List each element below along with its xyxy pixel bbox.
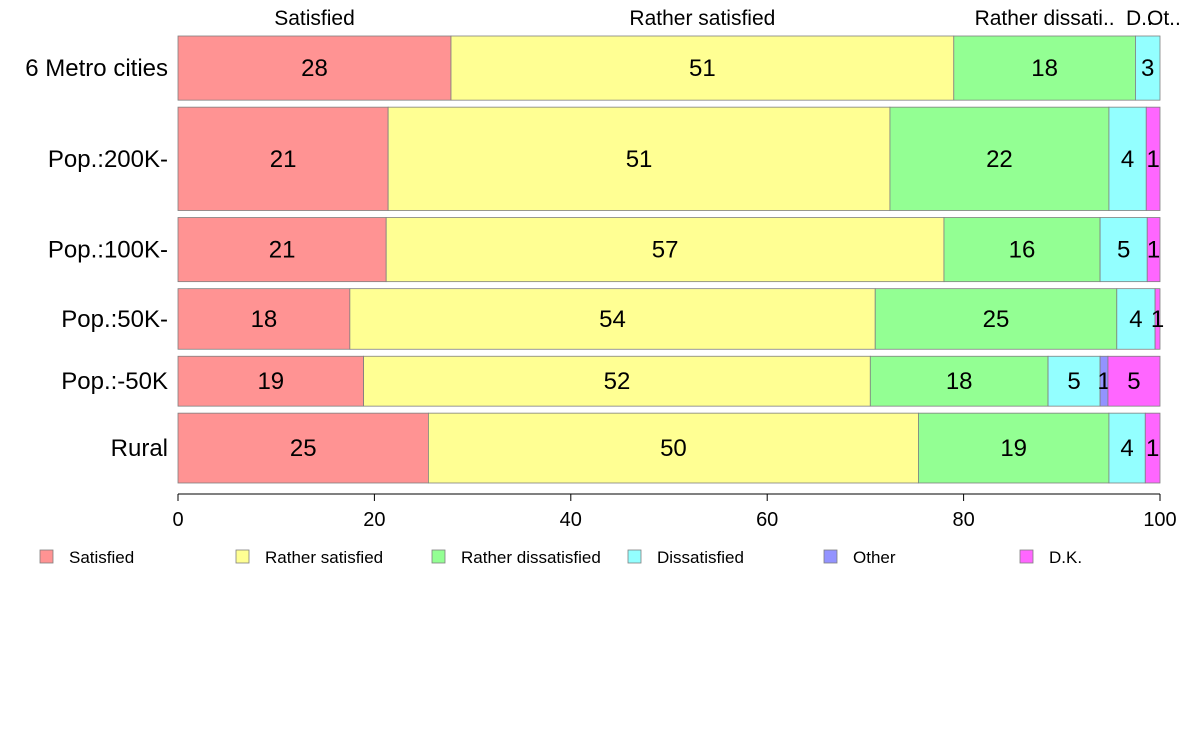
data-label: 21 xyxy=(269,237,296,264)
bar-segment xyxy=(385,217,945,283)
category-label: Rural xyxy=(111,435,168,462)
x-tick-label: 80 xyxy=(952,509,974,531)
data-label: 5 xyxy=(1127,368,1140,395)
top-segment-label: Ot.. xyxy=(1147,7,1181,30)
data-label: 19 xyxy=(1000,435,1027,462)
data-label: 25 xyxy=(983,306,1010,333)
data-label: 54 xyxy=(599,306,626,333)
data-label: 18 xyxy=(251,306,278,333)
data-label: 1 xyxy=(1146,146,1159,173)
legend-swatch xyxy=(1019,549,1034,564)
bar-segment xyxy=(1145,106,1161,211)
data-label: 4 xyxy=(1129,306,1142,333)
legend-label: Rather satisfied xyxy=(265,548,383,567)
data-label: 5 xyxy=(1067,368,1080,395)
x-tick-label: 0 xyxy=(172,509,183,531)
category-label: Pop.:200K- xyxy=(48,146,168,173)
top-segment-label: D.. xyxy=(1126,7,1153,30)
top-segment-label: Rather dissati.. xyxy=(975,7,1115,30)
bar-segment xyxy=(953,35,1136,101)
data-label: 1 xyxy=(1147,237,1160,264)
bar-segment xyxy=(177,355,364,407)
top-segment-label: Satisfied xyxy=(274,7,355,30)
legend-label: Other xyxy=(853,548,896,567)
x-tick-label: 20 xyxy=(363,509,385,531)
legend-swatch xyxy=(823,549,838,564)
data-label: 50 xyxy=(660,435,687,462)
data-label: 18 xyxy=(1031,55,1058,82)
bar-segment xyxy=(1107,355,1161,407)
bar-segment xyxy=(889,106,1110,211)
data-label: 16 xyxy=(1009,237,1036,264)
data-label: 5 xyxy=(1117,237,1130,264)
bar-segment xyxy=(450,35,955,101)
bar-segment xyxy=(943,217,1101,283)
data-label: 19 xyxy=(257,368,284,395)
data-label: 1 xyxy=(1151,306,1164,333)
top-segment-label: Rather satisfied xyxy=(629,7,775,30)
legend-label: Dissatisfied xyxy=(657,548,744,567)
legend-label: Rather dissatisfied xyxy=(461,548,601,567)
bar-segment xyxy=(428,412,919,484)
category-label: Pop.:-50K xyxy=(61,368,168,395)
legend-swatch xyxy=(235,549,250,564)
bar-segment xyxy=(918,412,1110,484)
data-label: 57 xyxy=(652,237,679,264)
bar-segment xyxy=(177,106,389,211)
category-label: Pop.:50K- xyxy=(61,306,168,333)
bar-segment xyxy=(349,288,876,350)
bar-segment xyxy=(177,217,387,283)
bar-segment xyxy=(869,355,1049,407)
legend-swatch xyxy=(39,549,54,564)
data-label: 1 xyxy=(1097,368,1110,395)
data-label: 52 xyxy=(604,368,631,395)
x-tick-label: 40 xyxy=(560,509,582,531)
data-label: 51 xyxy=(689,55,716,82)
bar-segment xyxy=(1146,217,1161,283)
bar-segment xyxy=(1135,35,1161,101)
data-label: 18 xyxy=(946,368,973,395)
bar-segment xyxy=(363,355,871,407)
data-label: 25 xyxy=(290,435,317,462)
data-label: 3 xyxy=(1141,55,1154,82)
data-label: 21 xyxy=(270,146,297,173)
x-tick-label: 100 xyxy=(1143,509,1176,531)
legend-label: D.K. xyxy=(1049,548,1082,567)
legend-swatch xyxy=(627,549,642,564)
data-label: 28 xyxy=(301,55,328,82)
bar-segment xyxy=(1144,412,1161,484)
bar-segment xyxy=(177,412,429,484)
category-label: 6 Metro cities xyxy=(25,55,168,82)
legend-swatch xyxy=(431,549,446,564)
legend-label: Satisfied xyxy=(69,548,134,567)
data-label: 4 xyxy=(1121,146,1134,173)
data-label: 22 xyxy=(986,146,1013,173)
bar-segment xyxy=(1154,288,1161,350)
bar-segment xyxy=(1108,106,1147,211)
category-label: Pop.:100K- xyxy=(48,237,168,264)
bar-segment xyxy=(177,288,351,350)
data-label: 4 xyxy=(1120,435,1133,462)
data-label: 1 xyxy=(1146,435,1159,462)
x-tick-label: 60 xyxy=(756,509,778,531)
bar-segment xyxy=(1099,217,1148,283)
bar-segment xyxy=(387,106,891,211)
data-label: 51 xyxy=(626,146,653,173)
bar-segment xyxy=(1108,412,1146,484)
bar-segment xyxy=(177,35,452,101)
